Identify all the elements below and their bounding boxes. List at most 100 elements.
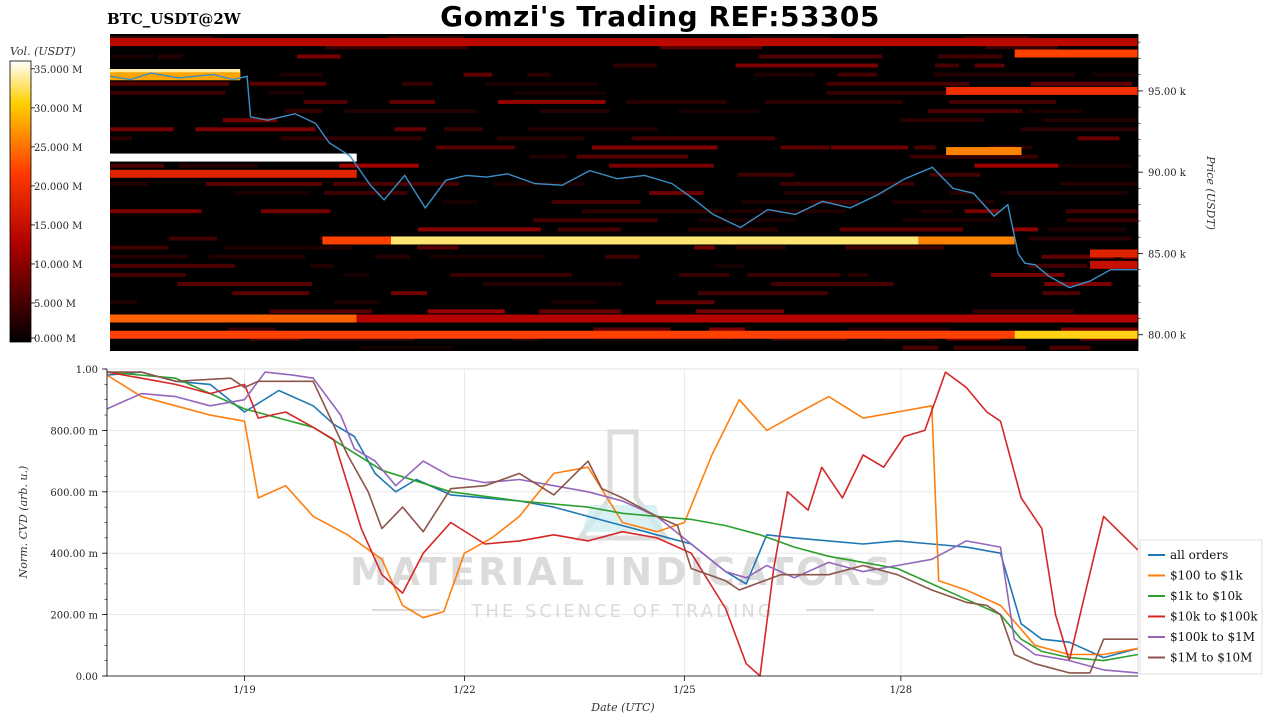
heatmap-cell [482, 282, 623, 287]
heatmap-cell [1129, 263, 1138, 268]
heatmap-cell [716, 263, 744, 268]
heatmap-cell [110, 263, 236, 268]
heatmap-bands [110, 36, 1138, 350]
heatmap-band [918, 236, 1015, 245]
heatmap-cell [514, 90, 606, 95]
heatmap-cell [839, 227, 964, 232]
heatmap-cell [605, 254, 639, 259]
heatmap-cell [527, 72, 551, 77]
heatmap-cell [110, 136, 132, 141]
series-line [107, 371, 1138, 659]
heatmap-cell [538, 309, 621, 314]
heatmap-cell [325, 45, 468, 50]
heatmap-cell [949, 190, 973, 195]
heatmap-cell [827, 81, 970, 86]
heatmap-cell [1028, 236, 1132, 241]
heatmap-cell [417, 227, 541, 232]
heatmap-cell [937, 54, 1003, 59]
heatmap-cell [660, 45, 763, 50]
heatmap-band [1014, 49, 1138, 58]
colorbar-tick-label: 5.000 M [34, 299, 76, 310]
heatmap-cell [110, 81, 230, 86]
heatmap-band [946, 86, 1138, 95]
heatmap-cell [110, 54, 153, 59]
heatmap-cell [1077, 136, 1120, 141]
heatmap-cell [280, 136, 423, 141]
price-tick-label: 85.00 k [1148, 249, 1187, 260]
colorbar-tick-label: 25.000 M [34, 143, 82, 154]
heatmap-cell [783, 190, 888, 195]
legend-label: $100 to $1k [1170, 569, 1243, 583]
heatmap-cell [972, 309, 1074, 314]
heatmap-cell [649, 190, 704, 195]
heatmap-cell [284, 109, 322, 114]
heatmap-cell [576, 154, 689, 159]
symbol-label: BTC_USDT@2W [107, 10, 241, 28]
y-tick-label: 800.00 m [50, 426, 98, 437]
heatmap-band [1090, 260, 1138, 269]
heatmap-cell [485, 81, 598, 86]
colorbar-tick-label: 20.000 M [34, 182, 82, 193]
heatmap-cell [847, 272, 869, 277]
cvd-panel: MATERIAL INDICATORS THE SCIENCE OF TRADI… [17, 365, 1139, 714]
watermark-title: MATERIAL INDICATORS [350, 550, 894, 594]
heatmap-cell [269, 309, 372, 314]
legend-label: $10k to $100k [1170, 610, 1258, 624]
heatmap-cell [826, 90, 967, 95]
heatmap-cell [592, 145, 718, 150]
heatmap-cell [557, 227, 622, 232]
x-tick-label: 1/25 [673, 685, 695, 696]
heatmap-cell [401, 81, 433, 86]
heatmap-cell [974, 63, 1005, 68]
heatmap-cell [249, 81, 327, 86]
heatmap-cell [428, 254, 546, 259]
heatmap-cell [697, 291, 828, 296]
heatmap-cell [902, 345, 939, 350]
heatmap-cell [688, 227, 778, 232]
colorbar-gradient [9, 60, 32, 343]
heatmap-cell [177, 282, 312, 287]
watermark-tagline: THE SCIENCE OF TRADING [470, 601, 774, 622]
heatmap-cell [656, 300, 715, 305]
legend-label: $100k to $1M [1170, 630, 1255, 644]
heatmap-cell [1060, 327, 1138, 332]
heatmap-cell [390, 291, 428, 296]
heatmap-cell [376, 254, 411, 259]
heatmap-cell [279, 72, 324, 77]
heatmap-cell [758, 54, 883, 59]
heatmap-cell [830, 145, 909, 150]
heatmap-cell [1122, 254, 1138, 259]
series-line [107, 371, 1138, 674]
heatmap-cell [450, 272, 572, 277]
price-tick-label: 95.00 k [1148, 87, 1187, 98]
heatmap-cell [1092, 72, 1138, 77]
heatmap-cell [1043, 118, 1138, 123]
heatmap-band [946, 147, 1022, 156]
series-line [107, 371, 1138, 676]
heatmap-cell [1042, 291, 1080, 296]
heatmap-cell [339, 163, 419, 168]
heatmap-cell [708, 327, 745, 332]
heatmap-cell [847, 327, 950, 332]
heatmap-cell [529, 154, 568, 159]
cvd-x-axis-title: Date (UTC) [590, 701, 654, 714]
heatmap-cell [1041, 254, 1116, 259]
heatmap-band [110, 169, 357, 178]
heatmap-cell [902, 218, 1002, 223]
legend-label: all orders [1170, 548, 1228, 562]
heatmap-cell [609, 163, 714, 168]
heatmap-cell [914, 145, 936, 150]
heatmap-cell [310, 263, 334, 268]
heatmap-cell [593, 327, 671, 332]
heatmap-cell [985, 45, 1058, 50]
heatmap-cell [178, 163, 258, 168]
colorbar-tick-label: 35.000 M [34, 65, 82, 76]
heatmap-cell [892, 200, 995, 205]
heatmap-cell [224, 245, 353, 250]
heatmap-cell [296, 54, 341, 59]
heatmap-cell [1019, 127, 1138, 132]
heatmap-cell [964, 209, 1000, 214]
heatmap-panel: 80.00 k 85.00 k 90.00 k 95.00 k Price (USDT… [110, 34, 1217, 351]
heatmap-cell [267, 90, 305, 95]
